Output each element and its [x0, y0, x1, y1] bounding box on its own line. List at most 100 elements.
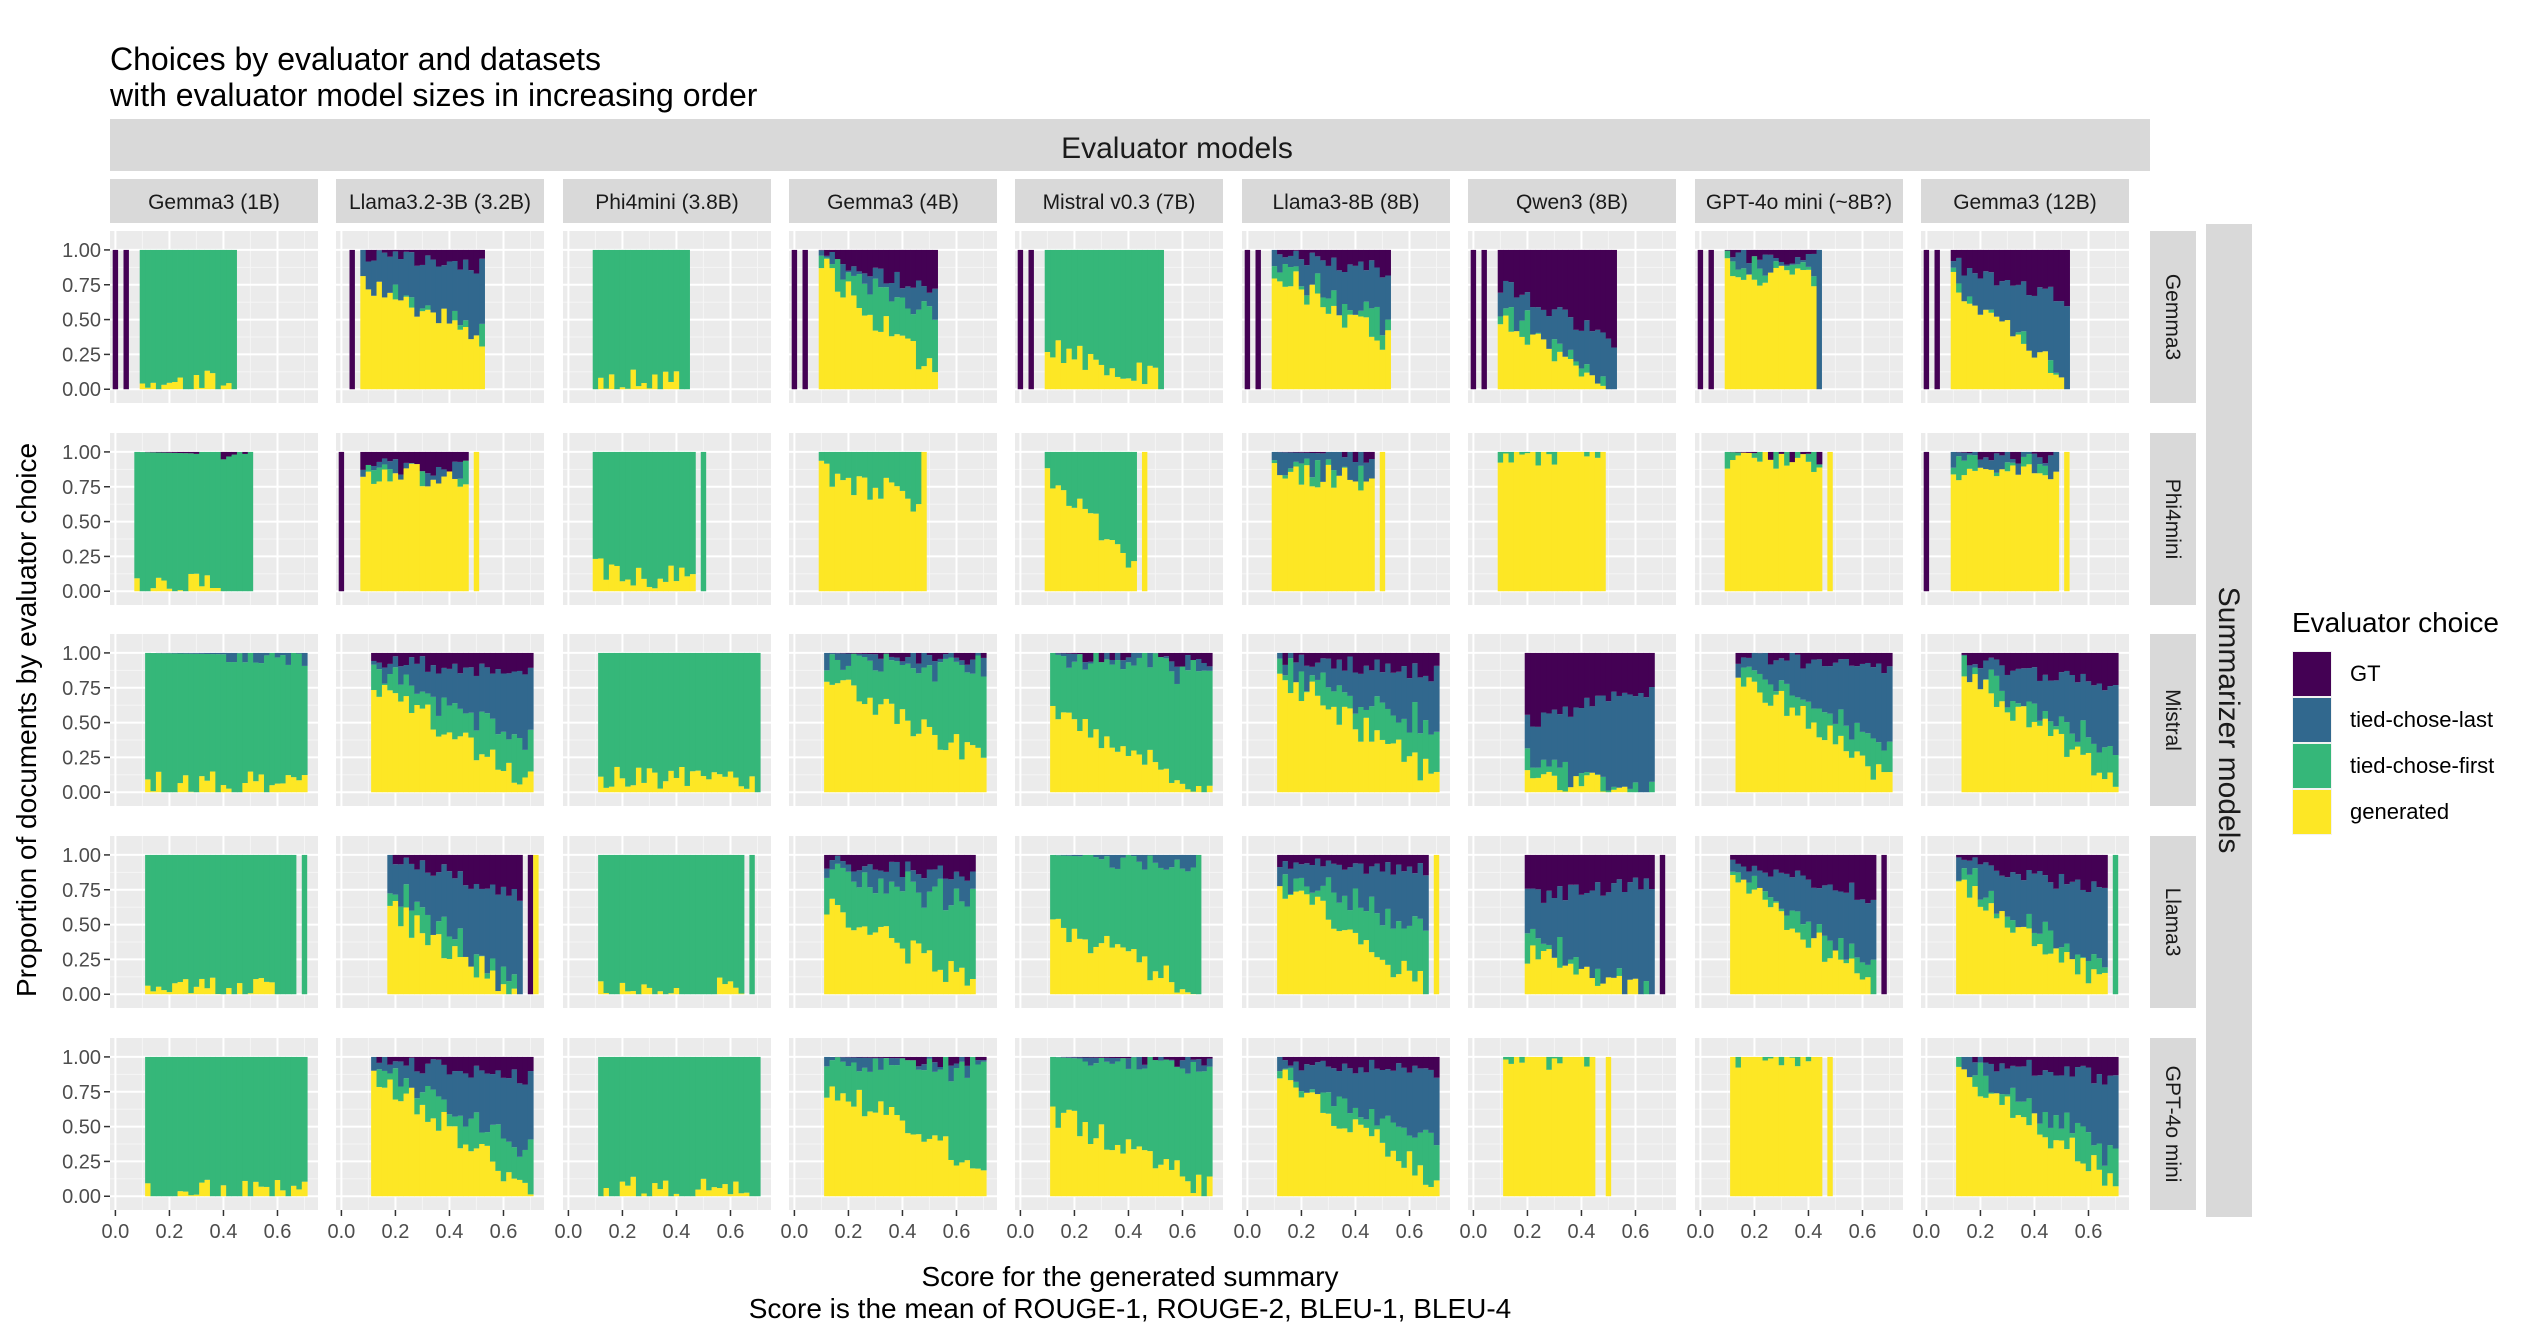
bar-segment-GT — [408, 652, 415, 658]
bar-segment-GT — [1956, 249, 1962, 258]
bar-segment-GT — [2026, 652, 2033, 669]
y-tick-label: 0.75 — [62, 1082, 101, 1104]
bar-segment-tied-chose-last — [1956, 257, 1962, 284]
bar-segment-GT — [829, 854, 836, 861]
bar-segment-tied-chose-first — [657, 854, 664, 992]
bar-segment-GT — [1708, 249, 1714, 390]
bar-segment-tied-chose-last — [414, 869, 421, 902]
bar-segment-GT — [1109, 652, 1116, 660]
bar-segment-tied-chose-first — [646, 854, 653, 988]
bar-segment-GT — [1168, 1056, 1175, 1060]
bar-segment-tied-chose-first — [1190, 1061, 1197, 1194]
bar-segment-tied-chose-last — [1567, 317, 1574, 350]
bar-segment-generated — [408, 712, 415, 793]
bar-segment-GT — [484, 1056, 491, 1074]
bar-segment-generated — [296, 780, 303, 793]
bar-segment-tied-chose-last — [910, 870, 917, 882]
bar-segment-tied-chose-first — [635, 249, 642, 387]
bar-segment-GT — [527, 1056, 534, 1072]
bar-segment-tied-chose-first — [188, 854, 195, 994]
bar-segment-generated — [376, 281, 383, 390]
bar-segment-generated — [1746, 274, 1753, 390]
bar-segment-tied-chose-first — [969, 673, 976, 746]
bar-segment-tied-chose-first — [695, 1056, 702, 1190]
bar-segment-tied-chose-first — [899, 664, 906, 710]
bar-segment-tied-chose-first — [646, 1056, 653, 1197]
bar-segment-tied-chose-first — [646, 652, 653, 769]
bar-segment-GT — [231, 451, 238, 455]
bar-segment-tied-chose-last — [1125, 657, 1132, 663]
bar-segment-tied-chose-last — [408, 1057, 415, 1088]
bar-segment-tied-chose-first — [290, 652, 297, 778]
bar-segment-tied-chose-last — [1784, 660, 1790, 684]
bar-segment-tied-chose-last — [2074, 1067, 2081, 1123]
bar-segment-generated — [161, 384, 168, 390]
bar-segment-tied-chose-last — [199, 652, 205, 654]
bar-segment-tied-chose-last — [1433, 665, 1440, 732]
bar-segment-tied-chose-last — [948, 652, 955, 658]
bar-segment-generated — [1778, 1065, 1785, 1197]
bar-segment-tied-chose-last — [872, 1057, 879, 1059]
bar-segment-tied-chose-first — [1594, 451, 1601, 458]
bar-segment-generated — [1168, 982, 1175, 995]
bar-segment-generated — [199, 586, 205, 592]
bar-segment-tied-chose-last — [2004, 280, 2011, 321]
bar-segment-GT — [414, 451, 421, 465]
bar-segment-tied-chose-first — [1109, 867, 1116, 948]
bar-segment-GT — [932, 249, 938, 289]
bar-segment-tied-chose-last — [1293, 862, 1300, 879]
bar-segment-tied-chose-first — [1293, 878, 1300, 892]
bar-segment-generated — [969, 979, 976, 995]
facet-panel — [1695, 1038, 1903, 1210]
bar-segment-tied-chose-first — [1298, 286, 1305, 290]
bar-segment-tied-chose-last — [371, 1056, 377, 1071]
bar-segment-generated — [1141, 956, 1148, 995]
bar-segment-GT — [1854, 652, 1861, 667]
bar-segment-tied-chose-first — [706, 1056, 712, 1191]
bar-segment-tied-chose-first — [161, 249, 168, 385]
bar-segment-generated — [1778, 911, 1785, 995]
facet-panel — [110, 634, 318, 806]
bar-segment-tied-chose-last — [975, 1060, 982, 1065]
bar-segment-tied-chose-first — [2020, 331, 2027, 344]
bar-segment-tied-chose-first — [1087, 249, 1094, 354]
bar-segment-tied-chose-first — [1778, 908, 1785, 912]
bar-segment-generated — [1098, 1124, 1105, 1197]
bar-segment-GT — [1374, 854, 1381, 864]
bar-segment-tied-chose-first — [689, 451, 696, 575]
bar-segment-GT — [915, 652, 922, 664]
summarizer-strip-label: Llama3 — [2161, 888, 2184, 957]
bar-segment-tied-chose-last — [1341, 1063, 1348, 1099]
bar-segment-generated — [872, 1112, 879, 1197]
bar-segment-GT — [1757, 249, 1763, 260]
bar-segment-tied-chose-first — [1843, 959, 1850, 964]
bar-segment-tied-chose-first — [619, 249, 626, 388]
bar-segment-tied-chose-first — [419, 308, 426, 312]
bar-segment-generated — [679, 567, 685, 592]
bar-segment-tied-chose-first — [652, 249, 658, 375]
bar-segment-GT — [2064, 249, 2070, 307]
bar-segment-tied-chose-first — [522, 749, 529, 778]
bar-segment-generated — [1336, 475, 1343, 592]
bar-segment-generated — [2010, 336, 2016, 390]
bar-segment-generated — [695, 1189, 702, 1197]
bar-segment-GT — [1293, 652, 1300, 663]
bar-segment-tied-chose-first — [193, 249, 200, 376]
bar-segment-tied-chose-first — [1751, 453, 1758, 458]
bar-segment-GT — [387, 249, 394, 257]
bar-segment-tied-chose-first — [824, 877, 830, 915]
bar-segment-tied-chose-first — [1114, 249, 1121, 377]
bar-segment-tied-chose-last — [1789, 877, 1796, 911]
bar-segment-tied-chose-first — [1336, 902, 1343, 932]
bar-segment-GT — [1611, 652, 1617, 692]
facet-panel — [1695, 231, 1903, 403]
bar-segment-tied-chose-last — [1611, 883, 1617, 978]
bar-segment-tied-chose-last — [1358, 451, 1364, 466]
bar-segment-GT — [408, 1056, 415, 1058]
bar-segment-generated — [840, 297, 847, 390]
bar-segment-tied-chose-first — [883, 893, 890, 927]
bar-segment-tied-chose-last — [1141, 1064, 1148, 1069]
bar-segment-tied-chose-first — [150, 452, 157, 589]
bar-segment-generated — [1060, 712, 1067, 793]
bar-segment-generated — [150, 382, 157, 390]
